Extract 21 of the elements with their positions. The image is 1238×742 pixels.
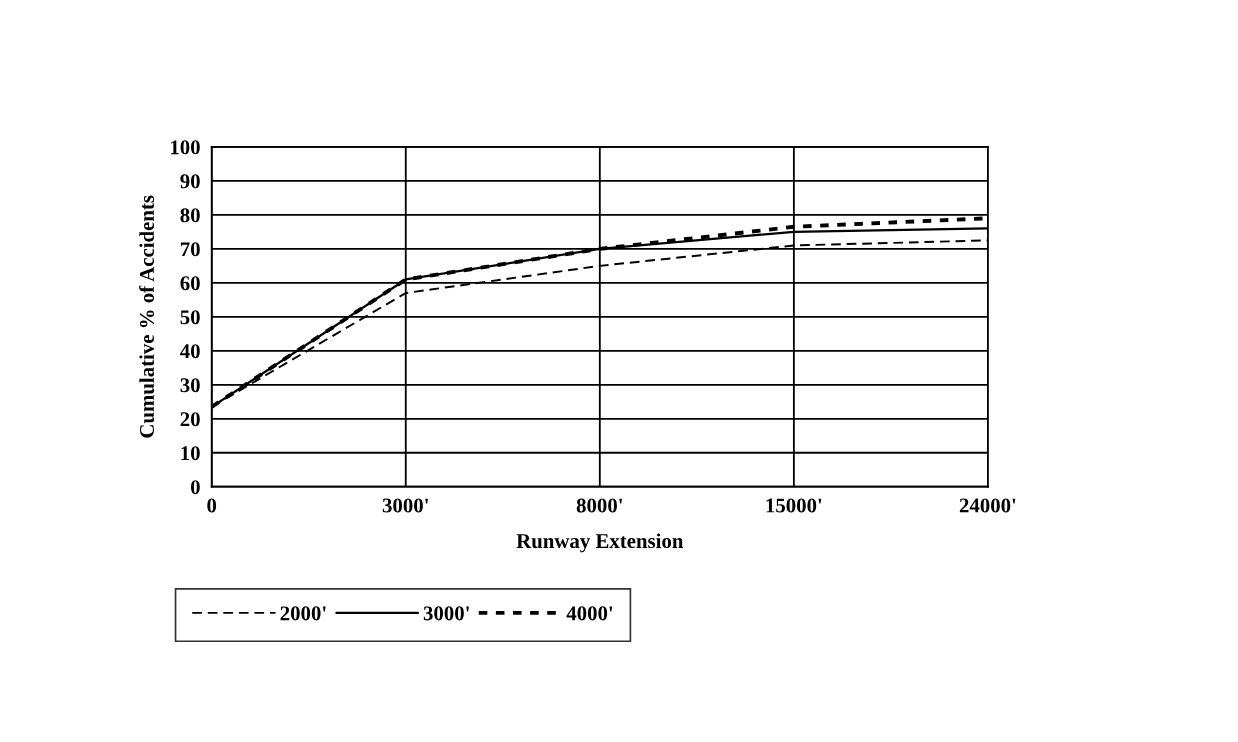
legend-label: 2000': [280, 606, 326, 621]
y-tick-label: 10: [181, 446, 200, 461]
y-tick-label: 20: [180, 412, 200, 427]
x-tick-label: 8000': [576, 498, 622, 513]
y-tick-label: 40: [180, 344, 200, 359]
x-axis-title: Runway Extension: [516, 533, 684, 553]
x-tick-label: 0: [207, 498, 217, 513]
y-tick-label: 0: [190, 480, 200, 495]
y-tick-label: 30: [180, 378, 200, 393]
y-tick-label: 90: [180, 174, 200, 189]
legend-label: 4000': [566, 606, 613, 621]
y-tick-label: 50: [180, 310, 200, 325]
y-tick-label: 80: [180, 208, 200, 223]
x-tick-label: 15000': [766, 498, 822, 513]
x-tick-label: 3000': [382, 498, 428, 513]
y-tick-label: 70: [180, 242, 200, 257]
y-tick-label: 100: [171, 140, 200, 155]
legend-label: 3000': [423, 606, 469, 621]
x-tick-label: 24000': [959, 498, 1016, 513]
y-axis-title: Cumulative % of Accidents: [139, 195, 155, 438]
y-tick-label: 60: [180, 276, 200, 291]
